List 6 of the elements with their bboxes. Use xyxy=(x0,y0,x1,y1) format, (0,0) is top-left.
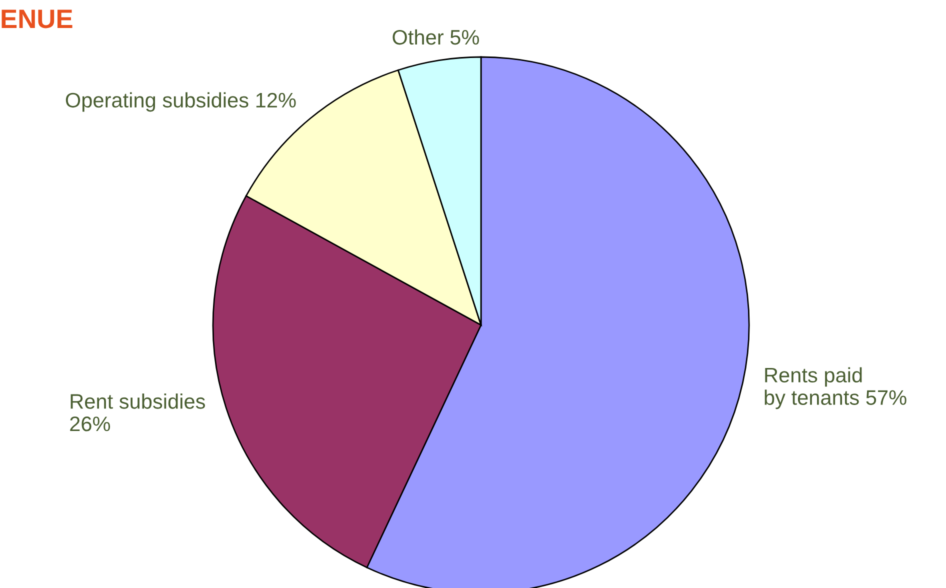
slice-label: Rent subsidies xyxy=(70,394,205,409)
chart-title: ENUE xyxy=(2,10,72,28)
slice-label: Other 5% xyxy=(392,29,479,45)
slice-label: Rents paid by tenants 57% xyxy=(764,367,906,410)
slice-label: Operating subsidies 12% xyxy=(66,92,296,112)
data-label: 26% xyxy=(70,416,110,432)
